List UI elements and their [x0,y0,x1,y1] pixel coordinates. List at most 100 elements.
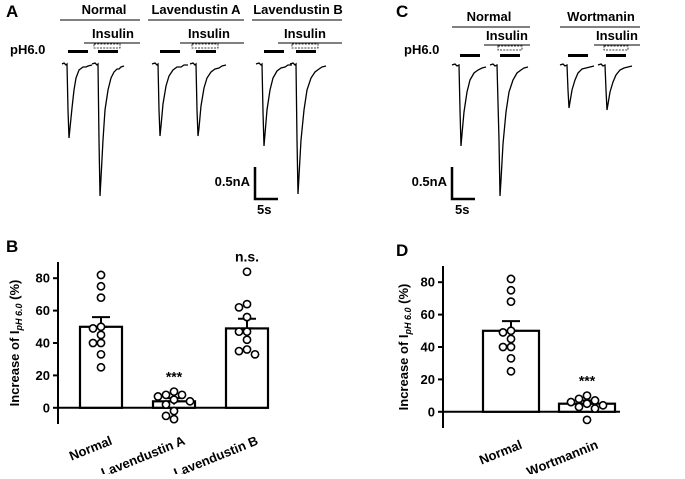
data-point [234,346,244,356]
data-point [169,387,179,396]
data-point [582,399,592,409]
ph-application-bar [606,54,626,57]
data-point [242,345,252,354]
insulin-application-bar [93,43,121,49]
data-point [242,299,252,309]
data-point [177,390,187,400]
insulin-application-bar [191,43,219,49]
data-point [161,390,171,400]
data-point [506,297,516,307]
data-point [234,327,244,337]
data-point [96,281,106,291]
data-point [169,406,179,416]
scale-bar [450,167,475,201]
ph-application-bar [160,50,180,53]
data-point [506,353,516,363]
category-label: Normal [477,437,524,468]
data-point [96,362,106,372]
ph-application-bar [568,54,588,57]
ph-application-bar [264,50,284,53]
data-point [96,322,106,332]
data-point [590,396,600,405]
data-point [234,302,244,312]
y-axis-label-unit: (%) [396,284,411,308]
panel-b-label: B [6,237,18,256]
y-axis-label-subscript: pH 6.0 [14,303,24,331]
panel-c-insulin-wortmanin: Insulin [596,28,638,43]
scale-bar [253,167,278,201]
y-tick-label: 0 [43,400,50,415]
current-trace-lavendustin-a-control [151,62,188,137]
panel-a-header-normal: Normal [82,2,127,17]
data-point [161,400,171,409]
scale-bar-current-label: 0.5nA [215,174,251,189]
y-tick-label: 80 [36,271,50,286]
current-trace-normal-insulin [91,62,125,197]
current-trace-c-normal-control [451,63,487,147]
significance-label: *** [579,373,596,389]
data-point [96,270,106,280]
data-point [242,267,252,277]
panel-a-header-lavendustin-a: Lavendustin A [151,2,241,17]
y-tick-label: 20 [421,372,435,387]
panel-c: C Normal Wortmanin Insulin Insulin pH6.0… [396,2,640,217]
data-point [96,338,106,348]
current-trace-c-normal-insulin [489,63,529,197]
y-axis-label-main: Increase of I [7,330,22,406]
data-point [574,402,584,412]
y-axis-label-subscript: pH 6.0 [403,307,413,335]
ph-application-bar [296,50,316,53]
category-label: Wortmannin [524,437,600,474]
panel-c-ph-label: pH6.0 [404,42,439,57]
data-point [169,395,179,405]
data-point [506,342,516,352]
ph-application-bar [68,50,88,53]
panel-a-insulin-lavendustin-b: Insulin [284,26,326,41]
panel-a-label: A [6,2,18,21]
panel-a: A Normal Lavendustin A Lavendustin B Ins… [6,2,343,217]
insulin-application-bar [497,45,523,51]
panel-a-insulin-normal: Insulin [92,26,134,41]
data-point [96,349,106,359]
data-point [169,414,179,424]
data-point [161,411,171,421]
significance-label: n.s. [235,249,259,265]
current-trace-c-wortmanin-control [559,63,595,109]
data-point [574,394,584,404]
scale-bar-time-label: 5s [455,202,469,217]
panel-c-header-wortmanin: Wortmanin [567,9,635,24]
y-tick-label: 60 [421,307,435,322]
insulin-application-bar [603,45,629,51]
panel-c-header-normal: Normal [467,9,512,24]
panel-a-insulin-lavendustin-a: Insulin [188,26,230,41]
ph-application-bar [500,54,520,57]
ph-application-bar [196,50,216,53]
category-label: Normal [67,433,114,464]
data-point [498,328,508,337]
y-tick-label: 60 [36,303,50,318]
y-tick-label: 20 [36,368,50,383]
current-trace-lavendustin-a-insulin [189,62,227,137]
current-trace-lavendustin-b-control [255,62,292,147]
current-trace-lavendustin-b-insulin [289,62,327,195]
data-point [582,415,592,425]
data-point [506,334,516,344]
data-point [242,335,252,345]
data-point [506,285,516,295]
y-axis-label: Increase of IpH 6.0 (%) [396,284,413,411]
data-point [598,400,608,410]
y-tick-label: 40 [421,340,435,355]
category-label: Lavendustin B [171,433,260,474]
data-point [153,392,163,401]
insulin-application-bar [291,43,319,49]
data-point [506,366,516,376]
ph-application-bar [460,54,480,57]
current-trace-c-wortmanin-insulin [597,63,633,111]
data-point [88,324,98,333]
data-point [566,397,576,407]
ph-application-bar [98,50,118,53]
data-point [96,293,106,303]
data-point [88,338,98,348]
panel-c-label: C [396,2,408,21]
